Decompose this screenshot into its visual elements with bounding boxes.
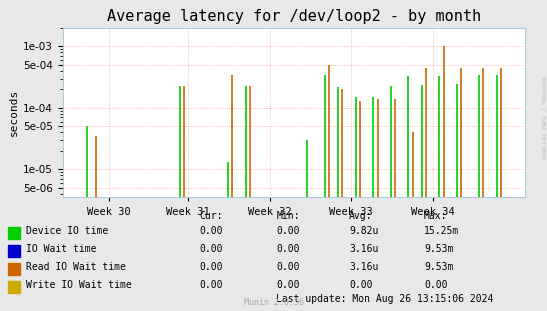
Text: Max:: Max: (424, 211, 447, 221)
Text: 0.00: 0.00 (276, 280, 300, 290)
Text: 9.82u: 9.82u (349, 226, 379, 236)
Text: 0.00: 0.00 (276, 262, 300, 272)
Text: Cur:: Cur: (200, 211, 223, 221)
Text: Write IO Wait time: Write IO Wait time (26, 280, 131, 290)
Text: Min:: Min: (276, 211, 300, 221)
Text: RRDTOOL / TOBI OETIKER: RRDTOOL / TOBI OETIKER (541, 77, 546, 160)
Text: 9.53m: 9.53m (424, 244, 453, 254)
Text: 0.00: 0.00 (349, 280, 373, 290)
Text: 3.16u: 3.16u (349, 244, 379, 254)
Text: 0.00: 0.00 (200, 226, 223, 236)
Title: Average latency for /dev/loop2 - by month: Average latency for /dev/loop2 - by mont… (107, 9, 481, 24)
Text: IO Wait time: IO Wait time (26, 244, 96, 254)
Text: 0.00: 0.00 (276, 226, 300, 236)
Y-axis label: seconds: seconds (9, 89, 19, 136)
Text: 0.00: 0.00 (276, 244, 300, 254)
Text: Avg:: Avg: (349, 211, 373, 221)
Text: 15.25m: 15.25m (424, 226, 459, 236)
Text: Munin 2.0.56: Munin 2.0.56 (243, 298, 304, 307)
Text: Device IO time: Device IO time (26, 226, 108, 236)
Text: 9.53m: 9.53m (424, 262, 453, 272)
Text: 0.00: 0.00 (200, 280, 223, 290)
Text: 0.00: 0.00 (200, 262, 223, 272)
Text: 0.00: 0.00 (200, 244, 223, 254)
Text: 3.16u: 3.16u (349, 262, 379, 272)
Text: 0.00: 0.00 (424, 280, 447, 290)
Text: Read IO Wait time: Read IO Wait time (26, 262, 126, 272)
Text: Last update: Mon Aug 26 13:15:06 2024: Last update: Mon Aug 26 13:15:06 2024 (276, 294, 493, 304)
